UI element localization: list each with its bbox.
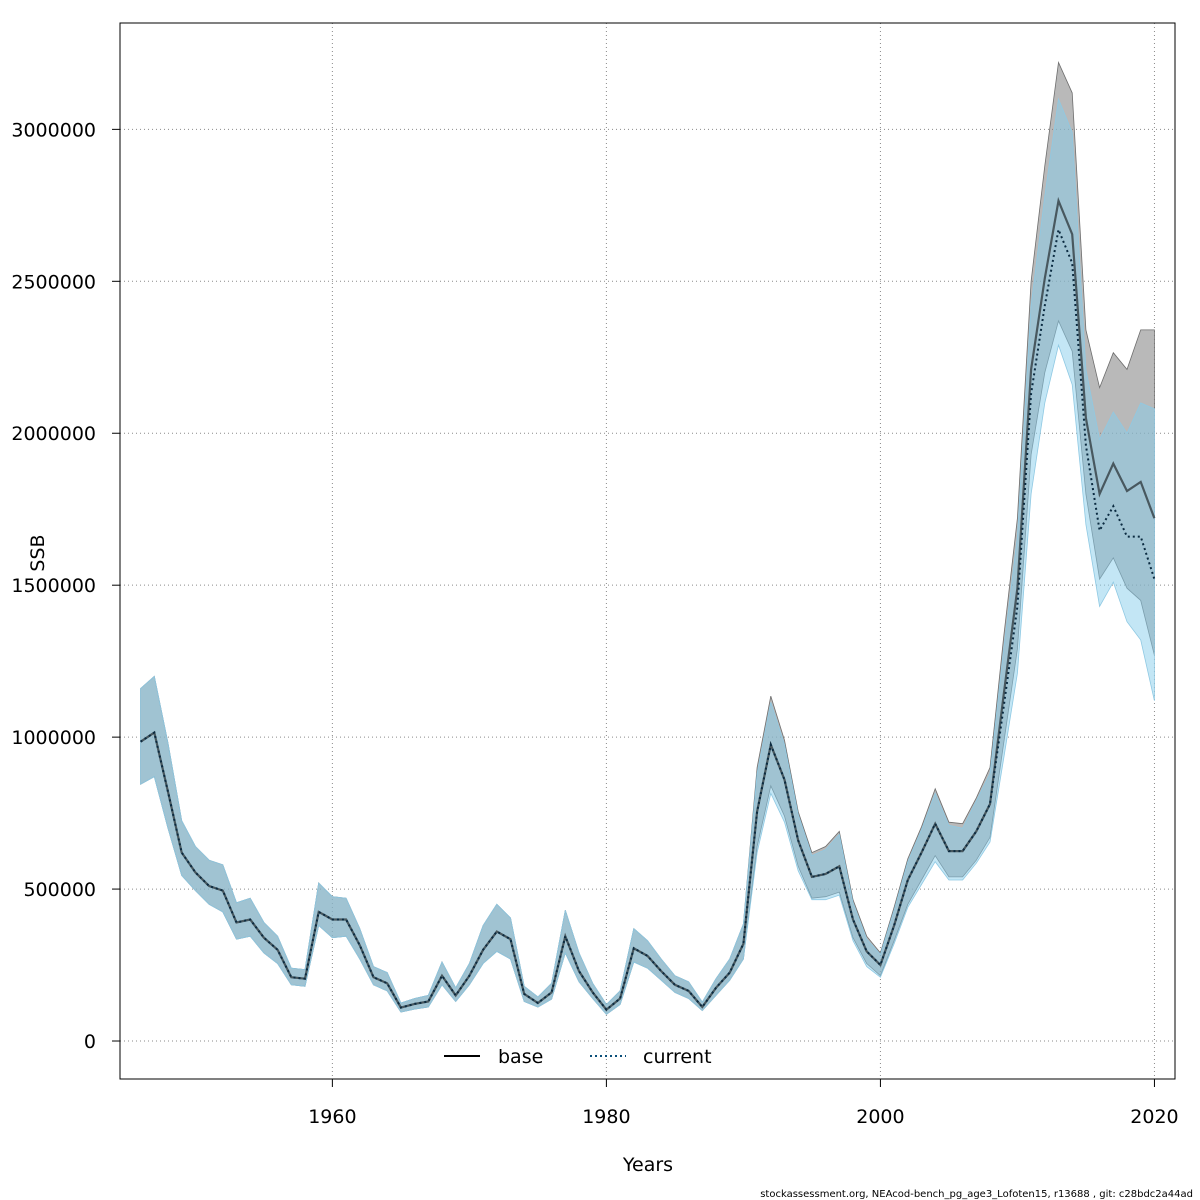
- x-tick-label: 2020: [1130, 1106, 1178, 1128]
- axes: 1960 1980 2000 2020 0 500000 1000000 1500000 200…: [11, 119, 1178, 1128]
- y-tick-label: 3000000: [11, 119, 96, 141]
- legend-current-label: current: [643, 1046, 712, 1068]
- x-tick-label: 1980: [582, 1106, 630, 1128]
- y-tick-label: 1500000: [11, 575, 96, 597]
- x-tick-label: 2000: [856, 1106, 904, 1128]
- current-series-line: [140, 226, 1156, 1012]
- x-tick-label: 1960: [308, 1106, 356, 1128]
- y-tick-label: 1000000: [11, 727, 96, 749]
- y-tick-label: 0: [84, 1031, 96, 1053]
- y-axis-title: SSB: [27, 534, 49, 571]
- plot-frame: [119, 22, 1176, 1080]
- legend-base-label: base: [498, 1046, 543, 1068]
- base-confidence-band: [140, 61, 1155, 1015]
- x-axis-title: Years: [622, 1154, 673, 1176]
- footer-credit: stockassessment.org, NEAcod-bench_pg_age…: [760, 1189, 1193, 1200]
- current-confidence-band: [140, 97, 1155, 1015]
- y-tick-label: 2500000: [11, 271, 96, 293]
- legend: base current: [444, 1046, 712, 1068]
- series-lines: [139, 196, 1156, 1012]
- base-series-line: [139, 196, 1156, 1012]
- confidence-bands: [140, 61, 1155, 1015]
- y-tick-label: 500000: [23, 879, 96, 901]
- y-tick-label: 2000000: [11, 423, 96, 445]
